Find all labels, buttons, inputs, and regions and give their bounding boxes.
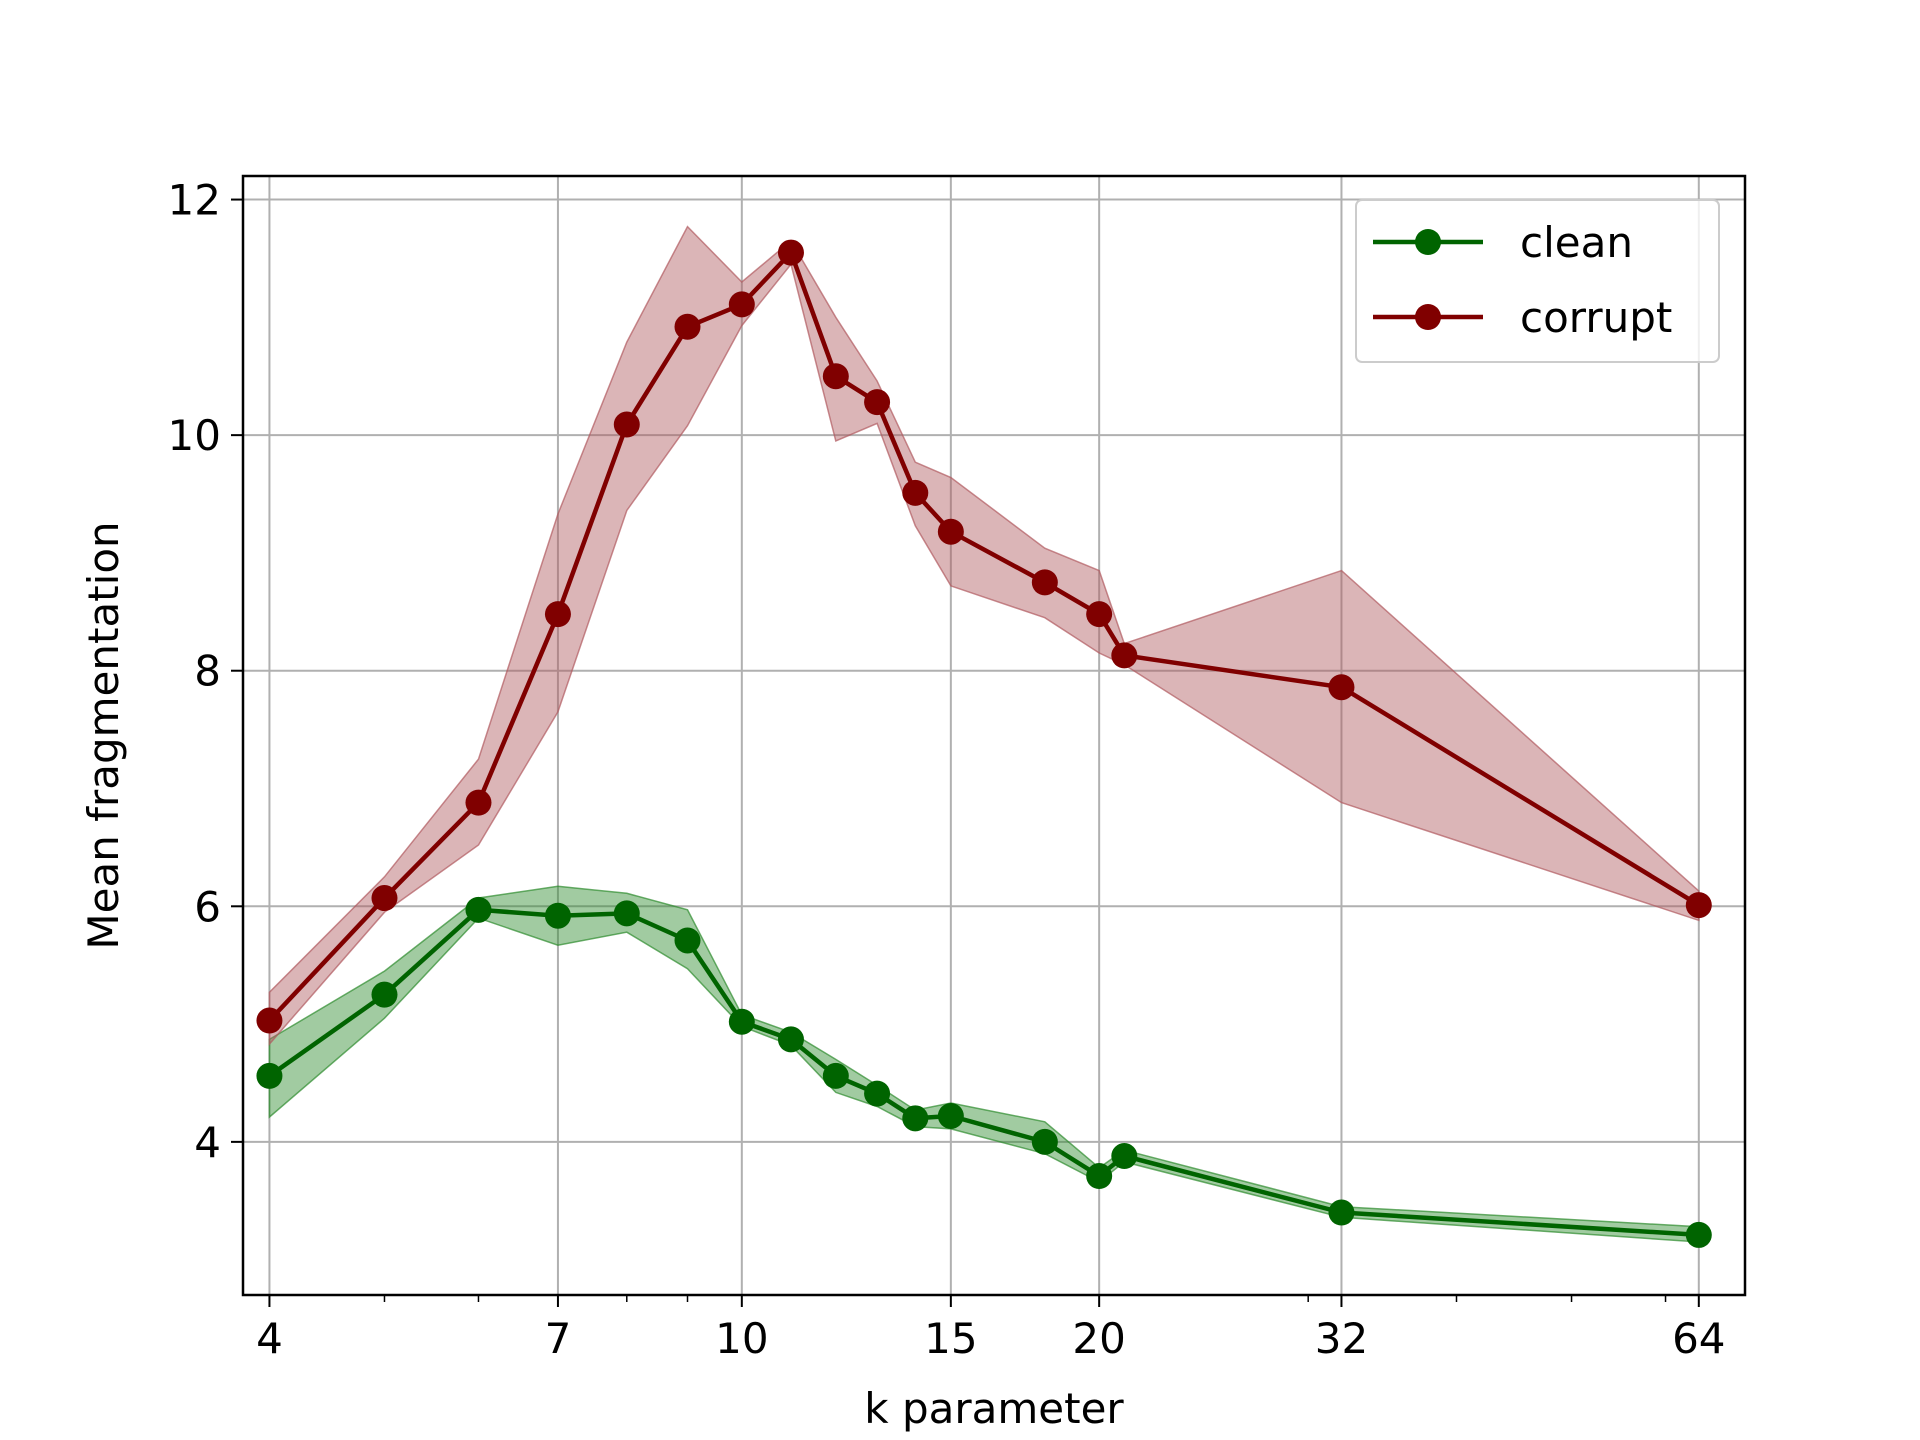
confidence-bands: [268, 225, 1700, 1243]
legend-marker-corrupt: [1415, 304, 1441, 330]
clean-point: [728, 1008, 755, 1035]
clean-point: [1685, 1221, 1712, 1248]
y-tick-label: 8: [194, 647, 221, 696]
corrupt-point: [256, 1007, 283, 1034]
corrupt-point: [371, 885, 398, 912]
corrupt-point: [465, 789, 492, 816]
legend-label-corrupt: corrupt: [1520, 293, 1672, 342]
corrupt-point: [937, 518, 964, 545]
x-tick-label: 15: [924, 1314, 977, 1363]
grid-lines: [243, 176, 1745, 1295]
x-tick-label: 64: [1672, 1314, 1725, 1363]
x-axis-ticks: 4 7 10 15 20 32 64: [256, 1295, 1726, 1363]
y-axis-label: Mean fragmentation: [79, 521, 128, 949]
y-axis-ticks: 4 6 8 10 12: [168, 176, 243, 1167]
clean-point: [1086, 1163, 1113, 1190]
corrupt-point: [674, 313, 701, 340]
clean-point: [777, 1026, 804, 1053]
corrupt-point: [1031, 569, 1058, 596]
clean-point: [1328, 1199, 1355, 1226]
clean-point: [674, 927, 701, 954]
clean-point: [1111, 1143, 1138, 1170]
y-tick-label: 12: [168, 176, 221, 225]
clean-point: [864, 1080, 891, 1107]
corrupt-point: [1086, 601, 1113, 628]
clean-line: [268, 907, 1699, 1238]
clean-point: [613, 900, 640, 927]
corrupt-point: [613, 411, 640, 438]
clean-point: [902, 1105, 929, 1132]
clean-point: [937, 1102, 964, 1129]
corrupt-point: [822, 363, 849, 390]
clean-point: [256, 1062, 283, 1089]
corrupt-point: [864, 389, 891, 416]
x-tick-label: 7: [545, 1314, 572, 1363]
plot-frame: [241, 174, 1747, 1297]
series-points: [256, 239, 1712, 1248]
corrupt-point: [902, 479, 929, 506]
x-tick-label: 10: [715, 1314, 768, 1363]
corrupt-point: [777, 239, 804, 266]
corrupt-point: [1685, 892, 1712, 919]
legend: clean corrupt: [1355, 199, 1720, 363]
clean-point: [544, 902, 571, 929]
corrupt-point: [1328, 674, 1355, 701]
x-tick-label: 32: [1315, 1314, 1368, 1363]
clean-point: [822, 1062, 849, 1089]
x-tick-label: 4: [256, 1314, 283, 1363]
clean-point: [1031, 1128, 1058, 1155]
legend-label-clean: clean: [1520, 218, 1633, 267]
clean-point: [465, 896, 492, 923]
y-tick-label: 6: [194, 882, 221, 931]
clean-band: [268, 885, 1700, 1243]
y-tick-label: 4: [194, 1118, 221, 1167]
corrupt-point: [544, 601, 571, 628]
x-tick-label: 20: [1072, 1314, 1125, 1363]
corrupt-point: [1111, 642, 1138, 669]
corrupt-point: [728, 291, 755, 318]
legend-marker-clean: [1415, 229, 1441, 255]
y-tick-label: 10: [168, 411, 221, 460]
clean-point: [371, 981, 398, 1008]
x-axis-label: k parameter: [864, 1384, 1124, 1433]
